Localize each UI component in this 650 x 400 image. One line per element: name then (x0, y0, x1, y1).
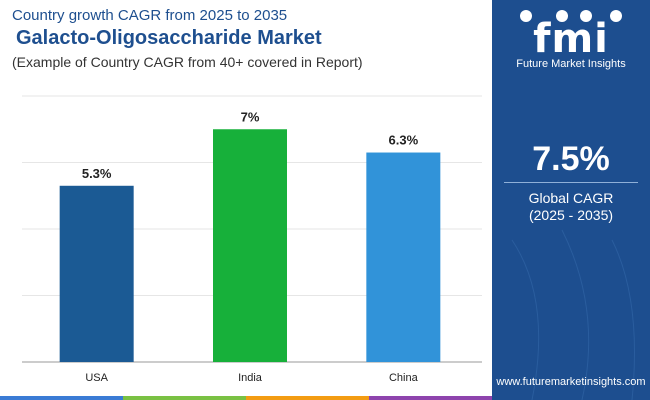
cagr-range: (2025 - 2035) (528, 207, 614, 223)
chart-subtitle: (Example of Country CAGR from 40+ covere… (12, 54, 363, 70)
bar-china (366, 152, 441, 362)
bar-chart: 5.3% USA 7% India 6.3% China (22, 95, 482, 384)
bar-usa (59, 185, 134, 362)
divider (504, 182, 638, 183)
logo-text: fmi (533, 16, 609, 62)
global-cagr-label: Global CAGR (528, 190, 614, 206)
website-link[interactable]: www.futuremarketinsights.com (496, 376, 646, 388)
sidebar-panel: fmi Future Market Insights 7.5% Global C… (492, 0, 650, 400)
globe-icon (520, 10, 532, 22)
strip-segment (123, 396, 246, 400)
strip-segment (246, 396, 369, 400)
brand-name: Future Market Insights (516, 58, 626, 70)
fmi-logo: fmi (510, 6, 632, 70)
bar-india (213, 129, 287, 362)
chart-area: Country growth CAGR from 2025 to 2035 Ga… (12, 7, 482, 384)
logo-icons (520, 10, 622, 22)
tick-label-india: India (238, 372, 263, 384)
labels: 5.3% USA 7% India 6.3% China (82, 109, 419, 384)
flask-icon (580, 10, 592, 22)
color-strip (0, 396, 492, 400)
tick-label-china: China (389, 372, 419, 384)
leaf-icon (556, 10, 568, 22)
strip-segment (0, 396, 123, 400)
bars (59, 129, 441, 362)
strip-segment (369, 396, 492, 400)
global-cagr-value: 7.5% (532, 140, 610, 178)
market-title: Galacto-Oligosaccharide Market (16, 27, 322, 49)
tick-label-usa: USA (85, 372, 108, 384)
panel-texture (511, 229, 635, 400)
value-label-india: 7% (241, 109, 260, 124)
person-icon (610, 10, 622, 22)
value-label-china: 6.3% (389, 133, 419, 148)
chart-heading: Country growth CAGR from 2025 to 2035 (12, 7, 288, 24)
value-label-usa: 5.3% (82, 166, 112, 181)
